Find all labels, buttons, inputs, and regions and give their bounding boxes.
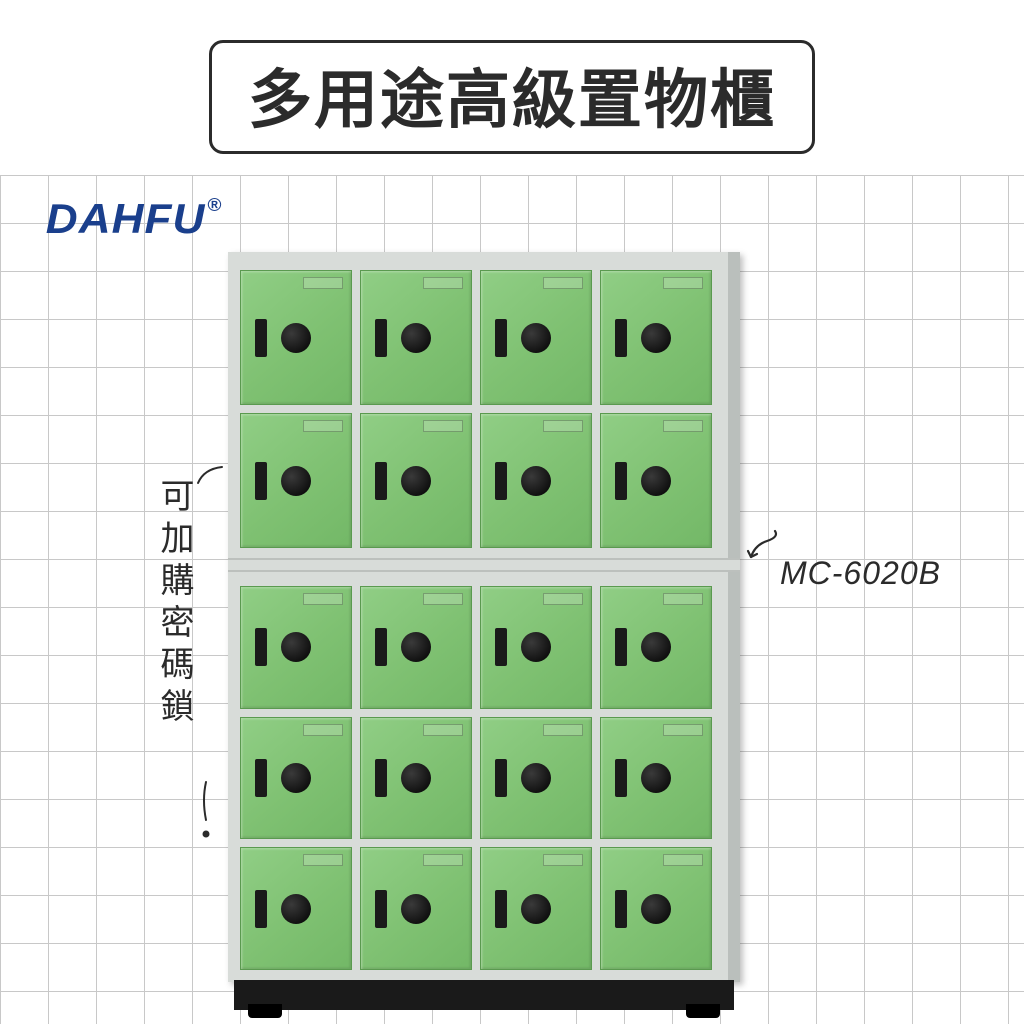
door-key-slot-icon bbox=[255, 890, 267, 928]
door-label-tag bbox=[663, 277, 703, 289]
door-knob-icon bbox=[521, 466, 551, 496]
cabinet-frame bbox=[228, 252, 740, 982]
door-key-slot-icon bbox=[495, 890, 507, 928]
door-key-slot-icon bbox=[615, 890, 627, 928]
door-label-tag bbox=[663, 854, 703, 866]
brand-name: DAHFU bbox=[46, 195, 206, 242]
locker-door bbox=[600, 413, 712, 548]
locker-door bbox=[480, 413, 592, 548]
door-label-tag bbox=[303, 593, 343, 605]
door-key-slot-icon bbox=[375, 628, 387, 666]
cabinet-divider bbox=[228, 558, 740, 572]
locker-door bbox=[600, 717, 712, 840]
door-knob-icon bbox=[401, 763, 431, 793]
door-knob-icon bbox=[401, 894, 431, 924]
door-knob-icon bbox=[281, 323, 311, 353]
door-label-tag bbox=[663, 593, 703, 605]
door-key-slot-icon bbox=[495, 462, 507, 500]
door-knob-icon bbox=[641, 632, 671, 662]
registered-mark: ® bbox=[207, 195, 222, 215]
door-knob-icon bbox=[281, 632, 311, 662]
locker-door bbox=[600, 847, 712, 970]
door-key-slot-icon bbox=[615, 462, 627, 500]
door-knob-icon bbox=[641, 894, 671, 924]
model-number: MC-6020B bbox=[780, 555, 941, 592]
door-knob-icon bbox=[401, 632, 431, 662]
locker-door bbox=[240, 586, 352, 709]
cabinet-illustration bbox=[228, 252, 740, 1010]
door-key-slot-icon bbox=[375, 462, 387, 500]
locker-door bbox=[240, 847, 352, 970]
door-label-tag bbox=[303, 277, 343, 289]
locker-door bbox=[360, 413, 472, 548]
door-key-slot-icon bbox=[615, 628, 627, 666]
door-key-slot-icon bbox=[255, 759, 267, 797]
door-knob-icon bbox=[401, 466, 431, 496]
model-arrow-icon bbox=[745, 527, 780, 562]
locker-door bbox=[360, 270, 472, 405]
door-key-slot-icon bbox=[615, 319, 627, 357]
locker-door bbox=[600, 270, 712, 405]
door-key-slot-icon bbox=[375, 890, 387, 928]
door-label-tag bbox=[423, 277, 463, 289]
locker-door bbox=[360, 847, 472, 970]
locker-door bbox=[240, 717, 352, 840]
brand-logo: DAHFU® bbox=[46, 195, 223, 243]
door-label-tag bbox=[423, 854, 463, 866]
door-label-tag bbox=[423, 593, 463, 605]
door-knob-icon bbox=[521, 763, 551, 793]
locker-door bbox=[480, 847, 592, 970]
door-label-tag bbox=[423, 724, 463, 736]
locker-door bbox=[600, 586, 712, 709]
door-knob-icon bbox=[401, 323, 431, 353]
cabinet-section-top bbox=[240, 270, 712, 548]
locker-door bbox=[480, 717, 592, 840]
door-label-tag bbox=[303, 724, 343, 736]
door-knob-icon bbox=[521, 894, 551, 924]
cabinet-base bbox=[234, 980, 734, 1010]
door-label-tag bbox=[663, 724, 703, 736]
door-key-slot-icon bbox=[495, 319, 507, 357]
door-label-tag bbox=[303, 854, 343, 866]
door-key-slot-icon bbox=[495, 759, 507, 797]
door-knob-icon bbox=[281, 466, 311, 496]
door-knob-icon bbox=[281, 763, 311, 793]
door-knob-icon bbox=[281, 894, 311, 924]
door-key-slot-icon bbox=[615, 759, 627, 797]
locker-door bbox=[480, 270, 592, 405]
door-knob-icon bbox=[641, 466, 671, 496]
door-label-tag bbox=[543, 724, 583, 736]
locker-door bbox=[240, 270, 352, 405]
side-annotation-arrow-icon bbox=[196, 465, 226, 485]
locker-door bbox=[360, 586, 472, 709]
door-key-slot-icon bbox=[255, 319, 267, 357]
door-label-tag bbox=[663, 420, 703, 432]
cabinet-foot-right bbox=[686, 1004, 720, 1018]
door-knob-icon bbox=[641, 763, 671, 793]
door-key-slot-icon bbox=[495, 628, 507, 666]
locker-door bbox=[360, 717, 472, 840]
locker-door bbox=[480, 586, 592, 709]
side-annotation-end-icon bbox=[189, 780, 223, 840]
door-key-slot-icon bbox=[375, 759, 387, 797]
door-label-tag bbox=[543, 277, 583, 289]
door-label-tag bbox=[303, 420, 343, 432]
title-text: 多用途高級置物櫃 bbox=[248, 49, 776, 141]
side-annotation: 可加購密碼鎖 bbox=[150, 478, 199, 730]
door-label-tag bbox=[423, 420, 463, 432]
door-knob-icon bbox=[521, 632, 551, 662]
door-label-tag bbox=[543, 593, 583, 605]
door-label-tag bbox=[543, 854, 583, 866]
door-key-slot-icon bbox=[375, 319, 387, 357]
door-knob-icon bbox=[641, 323, 671, 353]
locker-door bbox=[240, 413, 352, 548]
door-key-slot-icon bbox=[255, 628, 267, 666]
cabinet-section-bottom bbox=[240, 586, 712, 970]
title-banner: 多用途高級置物櫃 bbox=[209, 40, 815, 154]
door-knob-icon bbox=[521, 323, 551, 353]
door-label-tag bbox=[543, 420, 583, 432]
cabinet-foot-left bbox=[248, 1004, 282, 1018]
door-key-slot-icon bbox=[255, 462, 267, 500]
